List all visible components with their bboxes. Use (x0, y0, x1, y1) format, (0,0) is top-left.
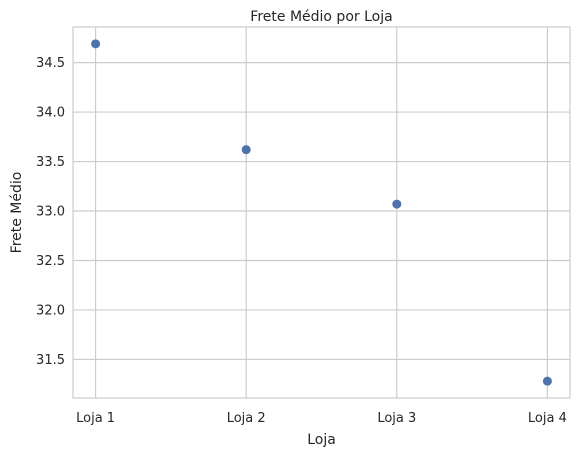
y-axis-label: Frete Médio (9, 172, 25, 254)
y-tick-label: 33.0 (36, 205, 65, 220)
data-point (241, 145, 251, 155)
x-tick-label: Loja 1 (76, 411, 115, 426)
y-tick-label: 31.5 (36, 353, 65, 368)
grid-lines (73, 27, 570, 398)
data-points (91, 39, 552, 386)
data-point (91, 39, 101, 49)
x-tick-label: Loja 4 (528, 411, 567, 426)
y-tick-label: 34.0 (36, 106, 65, 121)
y-tick-label: 32.0 (36, 303, 65, 318)
y-tick-label: 32.5 (36, 254, 65, 269)
y-tick-label: 34.5 (36, 56, 65, 71)
y-tick-labels: 31.5 32.0 32.5 33.0 33.5 34.0 34.5 (36, 56, 65, 368)
data-point (392, 199, 402, 209)
x-tick-label: Loja 3 (377, 411, 416, 426)
x-tick-labels: Loja 1 Loja 2 Loja 3 Loja 4 (76, 411, 567, 426)
x-axis-label: Loja (307, 432, 336, 448)
chart-title: Frete Médio por Loja (250, 9, 392, 25)
x-tick-label: Loja 2 (227, 411, 266, 426)
y-tick-label: 33.5 (36, 155, 65, 170)
data-point (542, 376, 552, 386)
plot-frame (72, 26, 571, 399)
